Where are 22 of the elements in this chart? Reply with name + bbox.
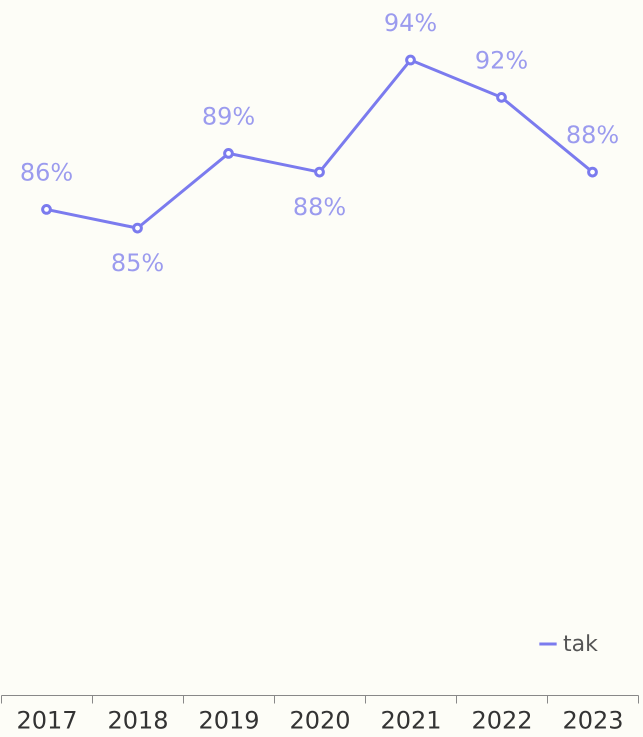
x-tick-label: 2018	[107, 706, 169, 734]
point	[132, 222, 143, 234]
x-tick-label: 2019	[198, 706, 260, 734]
legend-label: tak	[563, 632, 598, 657]
point	[496, 92, 507, 103]
data-label: 88%	[292, 193, 346, 222]
point	[314, 166, 325, 178]
point	[41, 204, 52, 215]
x-tick-label: 2017	[16, 706, 78, 734]
x-tick-label: 2020	[289, 706, 351, 734]
data-label: 86%	[20, 158, 74, 186]
point	[405, 54, 416, 66]
data-label: 85%	[110, 249, 164, 278]
data-label: 92%	[474, 46, 528, 74]
point	[587, 166, 598, 178]
data-label: 88%	[566, 121, 620, 150]
point	[223, 148, 234, 159]
x-tick-label: 2023	[562, 706, 624, 734]
data-label: 89%	[202, 102, 256, 130]
data-label: 94%	[384, 9, 438, 38]
x-tick-label: 2022	[471, 706, 533, 734]
x-tick-label: 2021	[380, 706, 442, 734]
